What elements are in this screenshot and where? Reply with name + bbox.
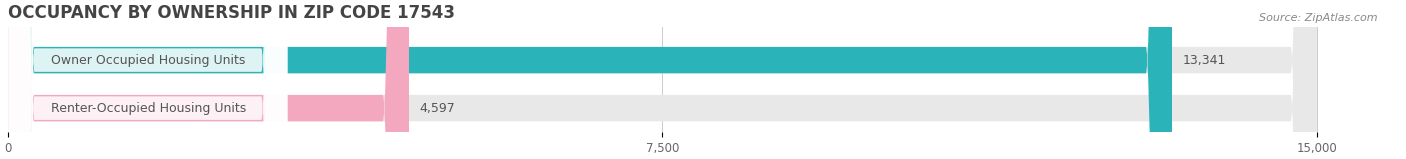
Text: Renter-Occupied Housing Units: Renter-Occupied Housing Units bbox=[51, 102, 246, 115]
FancyBboxPatch shape bbox=[8, 0, 1317, 159]
Text: 13,341: 13,341 bbox=[1182, 54, 1226, 67]
FancyBboxPatch shape bbox=[8, 0, 409, 159]
Text: 4,597: 4,597 bbox=[419, 102, 456, 115]
Text: Source: ZipAtlas.com: Source: ZipAtlas.com bbox=[1260, 13, 1378, 23]
Text: Owner Occupied Housing Units: Owner Occupied Housing Units bbox=[51, 54, 246, 67]
FancyBboxPatch shape bbox=[8, 0, 1317, 159]
FancyBboxPatch shape bbox=[8, 0, 1173, 159]
FancyBboxPatch shape bbox=[8, 0, 287, 159]
FancyBboxPatch shape bbox=[8, 0, 287, 159]
Text: OCCUPANCY BY OWNERSHIP IN ZIP CODE 17543: OCCUPANCY BY OWNERSHIP IN ZIP CODE 17543 bbox=[8, 4, 456, 22]
